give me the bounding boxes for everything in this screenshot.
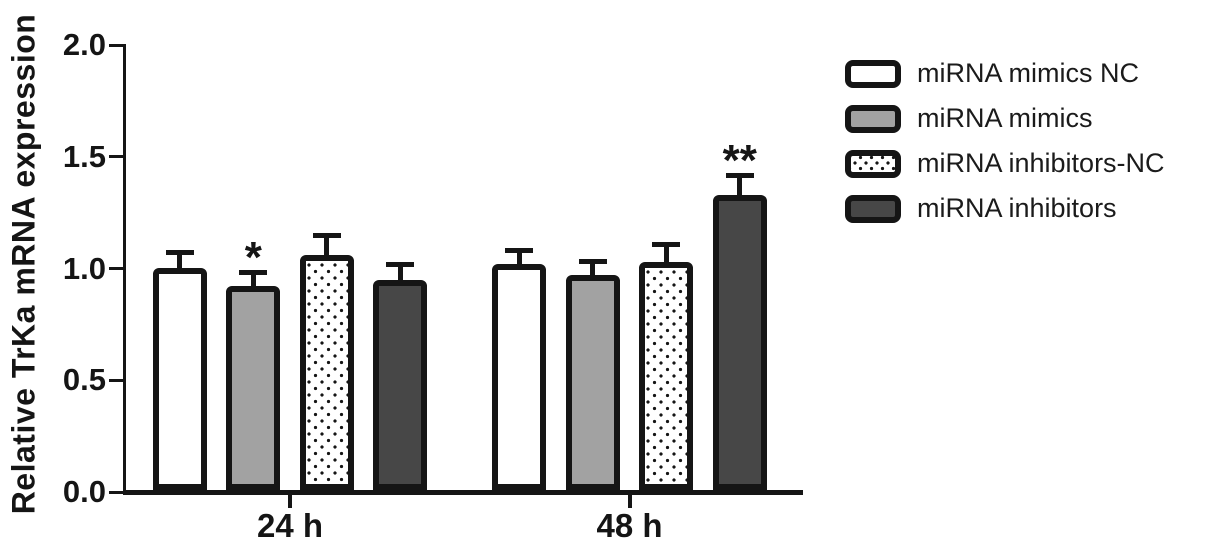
error-bar-stem <box>590 263 596 283</box>
error-bar-stem <box>397 266 403 288</box>
y-tick-label: 0.5 <box>62 362 106 398</box>
error-bar-cap <box>239 270 268 275</box>
bar <box>152 268 207 490</box>
error-bar-stem <box>177 254 183 276</box>
error-bar-stem <box>250 274 256 294</box>
bar <box>299 255 354 490</box>
legend-item: miRNA inhibitors <box>845 190 1165 227</box>
x-tick-mark <box>288 495 292 508</box>
bar <box>712 195 767 490</box>
y-tick-label: 0.0 <box>62 474 106 509</box>
plot-area: * ** <box>123 45 803 490</box>
legend-swatch <box>845 194 901 223</box>
legend-swatch <box>845 149 901 178</box>
legend-swatch <box>845 59 901 88</box>
category-label: 48 h <box>596 507 663 544</box>
y-tick-mark <box>109 155 123 159</box>
error-bar-cap <box>652 242 681 247</box>
x-tick-mark <box>627 495 632 508</box>
legend: miRNA mimics NC miRNA mimics miRNA inhibit… <box>845 55 1165 227</box>
significance-marker: * <box>244 233 262 282</box>
y-tick-mark <box>109 267 123 270</box>
error-bar-cap <box>505 248 534 253</box>
y-tick-label: 1.0 <box>62 250 106 286</box>
bar <box>226 286 281 490</box>
legend-item: miRNA inhibitors-NC <box>845 145 1165 182</box>
legend-label: miRNA mimics <box>917 103 1093 133</box>
bar <box>565 275 620 490</box>
y-tick-label: 1.5 <box>62 138 106 174</box>
y-tick-label: 2.0 <box>62 27 106 62</box>
legend-label: miRNA inhibitors-NC <box>917 148 1165 178</box>
error-bar-stem <box>663 246 669 270</box>
y-axis-line <box>123 44 126 492</box>
x-axis-line <box>123 490 803 495</box>
legend-swatch <box>845 104 901 133</box>
legend-item: miRNA mimics NC <box>845 55 1165 92</box>
legend-item: miRNA mimics <box>845 100 1165 137</box>
error-bar-stem <box>737 177 743 203</box>
error-bar-stem <box>324 237 330 263</box>
y-tick-mark <box>109 378 123 382</box>
error-bar-cap <box>312 233 341 238</box>
error-bar-cap <box>165 250 194 255</box>
error-bar-cap <box>578 259 607 264</box>
legend-label: miRNA mimics NC <box>917 58 1139 88</box>
error-bar-stem <box>516 252 522 272</box>
category-label: 24 h <box>256 507 324 544</box>
legend-label: miRNA inhibitors <box>917 193 1117 223</box>
y-tick-mark <box>109 490 123 494</box>
significance-marker: ** <box>722 136 757 185</box>
bar <box>373 280 428 490</box>
error-bar-cap <box>386 262 415 267</box>
error-bar-cap <box>725 173 754 178</box>
y-tick-mark <box>109 43 123 47</box>
bar <box>492 264 547 490</box>
bar <box>639 262 694 490</box>
